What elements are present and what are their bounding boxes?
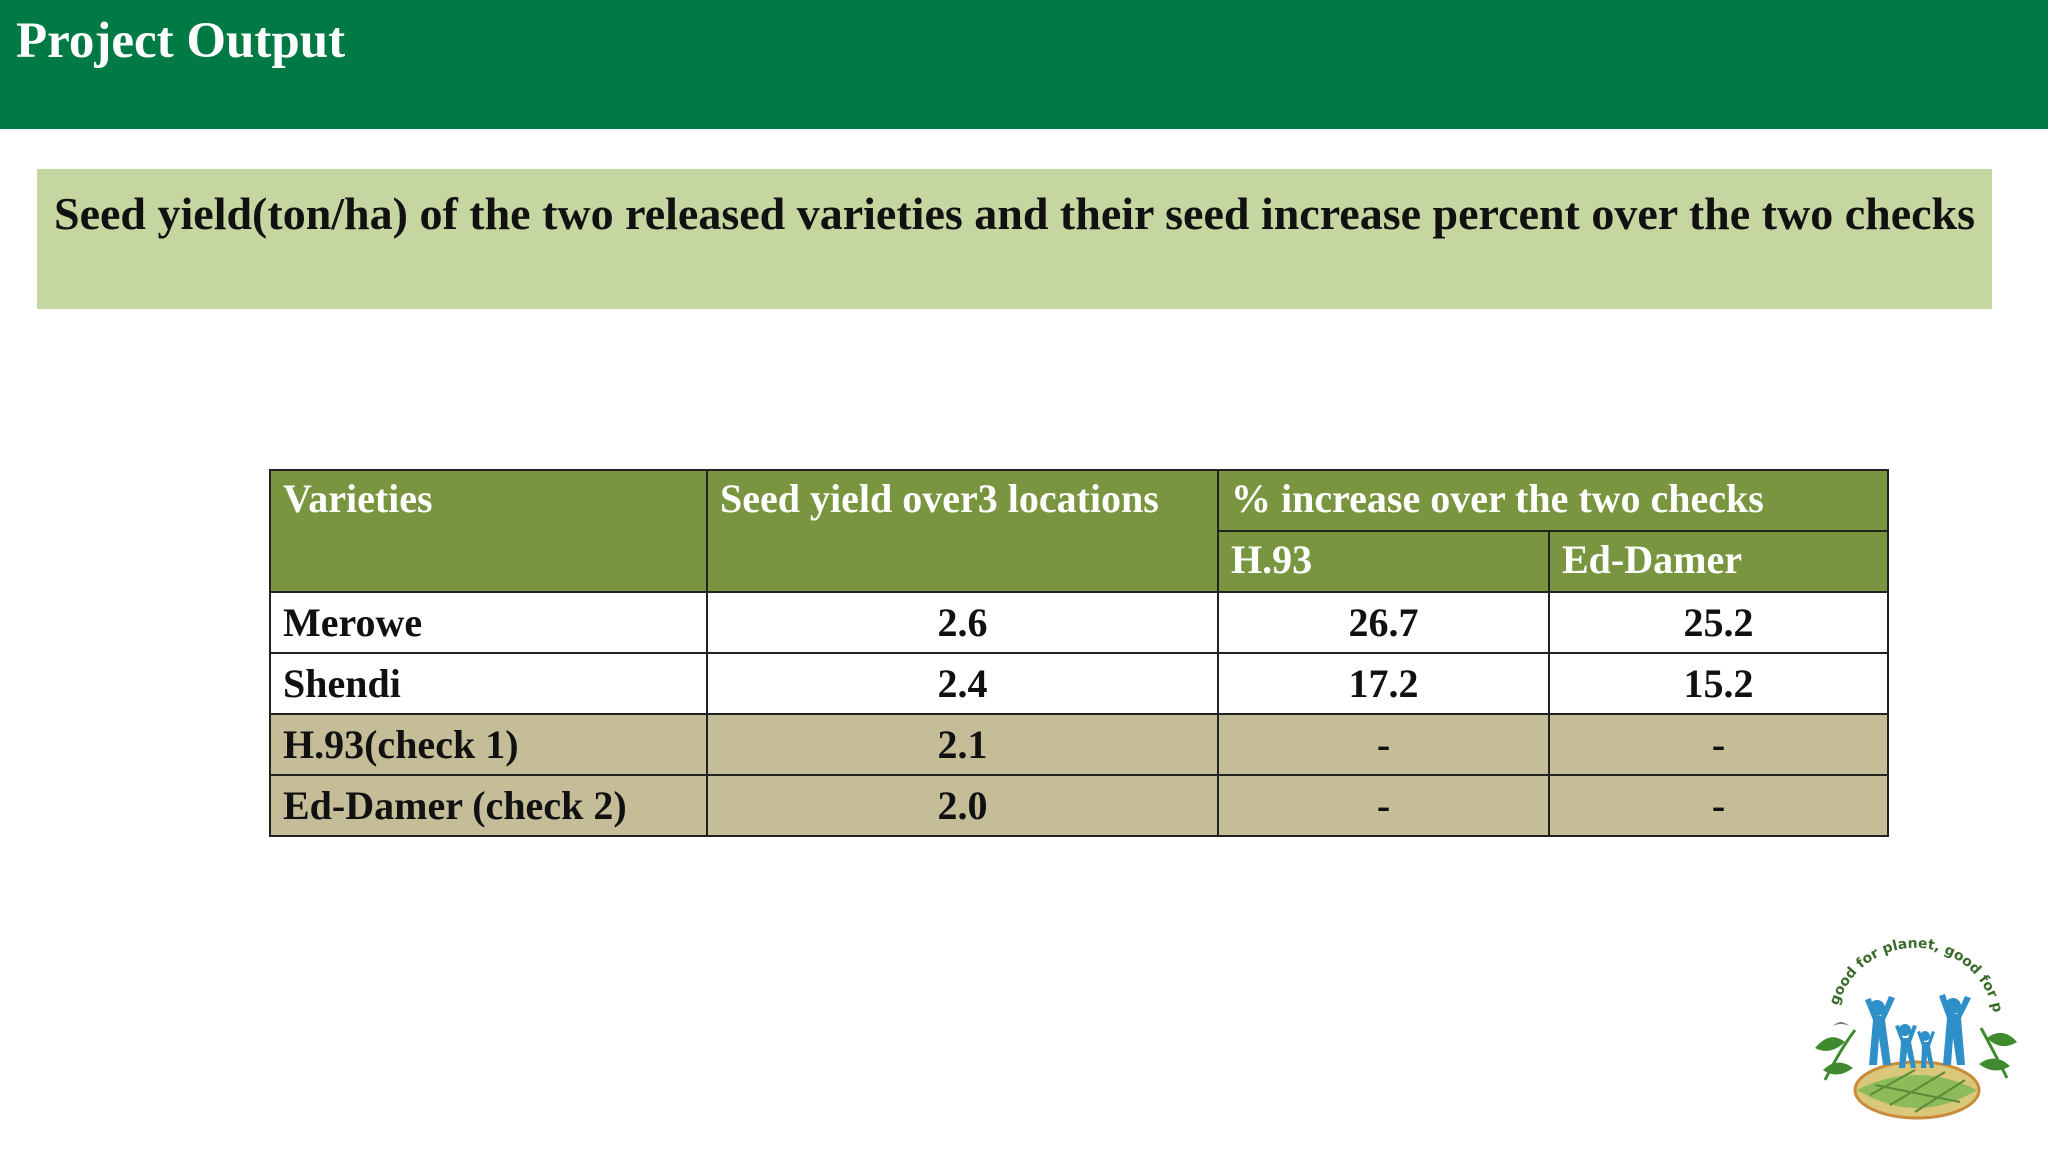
increase-eddamer-cell: 25.2 (1547, 591, 1890, 654)
increase-h93-cell: 17.2 (1217, 652, 1550, 715)
variety-cell: Merowe (269, 591, 708, 654)
yield-cell: 2.0 (706, 774, 1219, 837)
increase-h93-cell: - (1217, 713, 1550, 776)
yield-cell: 2.6 (706, 591, 1219, 654)
table-row: Shendi 2.4 17.2 15.2 (269, 652, 1890, 715)
variety-cell: Shendi (269, 652, 708, 715)
table-row: Merowe 2.6 26.7 25.2 (269, 591, 1890, 654)
svg-text:good for planet, good for peop: good for planet, good for people (1795, 930, 2005, 1014)
table-row: H.93(check 1) 2.1 - - (269, 713, 1890, 776)
header-bar: Project Output (0, 0, 2048, 129)
table-subheader-row: H.93 Ed-Damer (270, 530, 1890, 593)
increase-eddamer-cell: - (1547, 774, 1890, 837)
yield-cell: 2.1 (706, 713, 1219, 776)
column-header-seed-yield: Seed yield over3 locations (706, 469, 1219, 593)
table-header-row: Varieties Seed yield over3 locations % i… (269, 469, 1890, 593)
column-header-increase-group: % increase over the two checks (1216, 469, 1890, 532)
slide-title: Project Output (16, 13, 346, 69)
table-row: Ed-Damer (check 2) 2.0 - - (269, 774, 1890, 837)
column-header-eddamer: Ed-Damer (1547, 530, 1890, 593)
increase-eddamer-cell: 15.2 (1547, 652, 1890, 715)
increase-eddamer-cell: - (1547, 713, 1890, 776)
increase-h93-cell: 26.7 (1217, 591, 1550, 654)
subtitle-box: Seed yield(ton/ha) of the two released v… (37, 169, 1992, 309)
column-header-h93: H.93 (1217, 530, 1550, 593)
variety-cell: H.93(check 1) (269, 713, 708, 776)
column-header-varieties: Varieties (269, 469, 708, 593)
seed-yield-table: Varieties Seed yield over3 locations % i… (269, 469, 1890, 837)
table-caption: Seed yield(ton/ha) of the two released v… (54, 188, 1976, 239)
family-earth-logo-icon: good for planet, good for people (1795, 930, 2017, 1120)
variety-cell: Ed-Damer (check 2) (269, 774, 708, 837)
yield-cell: 2.4 (706, 652, 1219, 715)
increase-h93-cell: - (1217, 774, 1550, 837)
